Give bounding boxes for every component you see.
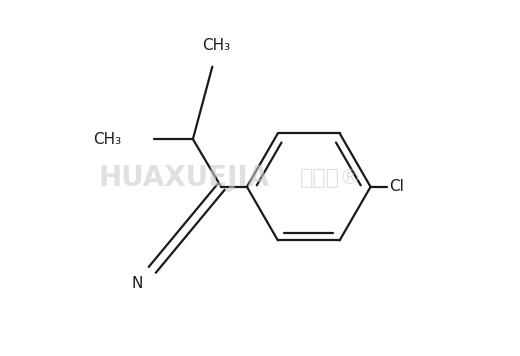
Text: HUAXUEJIA: HUAXUEJIA: [98, 164, 269, 192]
Text: 化学加®: 化学加®: [300, 168, 362, 188]
Text: CH₃: CH₃: [94, 132, 122, 147]
Text: Cl: Cl: [389, 179, 404, 194]
Text: N: N: [132, 277, 142, 292]
Text: CH₃: CH₃: [202, 38, 230, 53]
